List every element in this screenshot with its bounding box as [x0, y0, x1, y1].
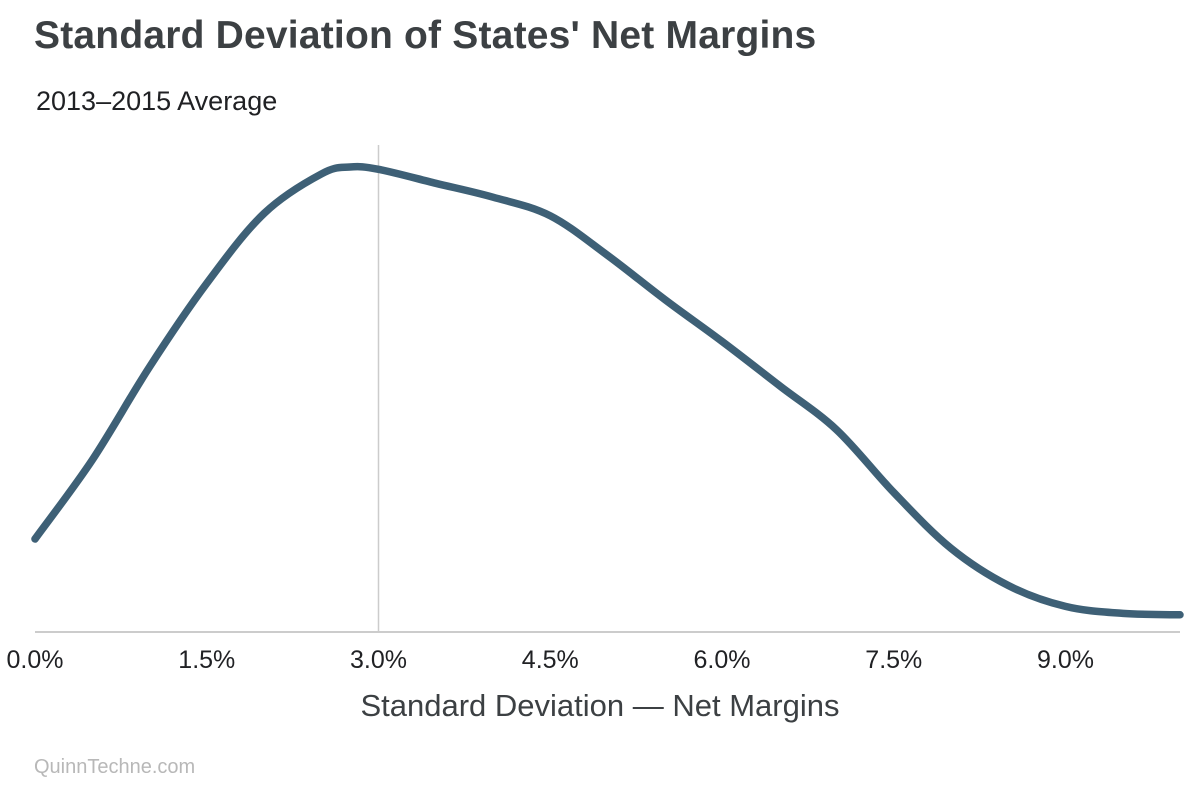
x-tick-label: 6.0% [693, 646, 751, 674]
watermark: QuinnTechne.com [34, 756, 196, 778]
density-curve [31, 162, 1184, 619]
x-axis-title: Standard Deviation — Net Margins [360, 688, 840, 723]
x-tick-label: 1.5% [178, 646, 236, 674]
x-tick-label: 7.5% [865, 646, 923, 674]
chart-subtitle: 2013–2015 Average [36, 86, 278, 116]
x-tick-label: 9.0% [1037, 646, 1094, 674]
x-tick-label: 4.5% [521, 646, 579, 674]
x-tick-label: 0.0% [6, 646, 64, 674]
chart-title: Standard Deviation of States' Net Margin… [34, 14, 817, 57]
x-tick-label: 3.0% [350, 646, 407, 674]
